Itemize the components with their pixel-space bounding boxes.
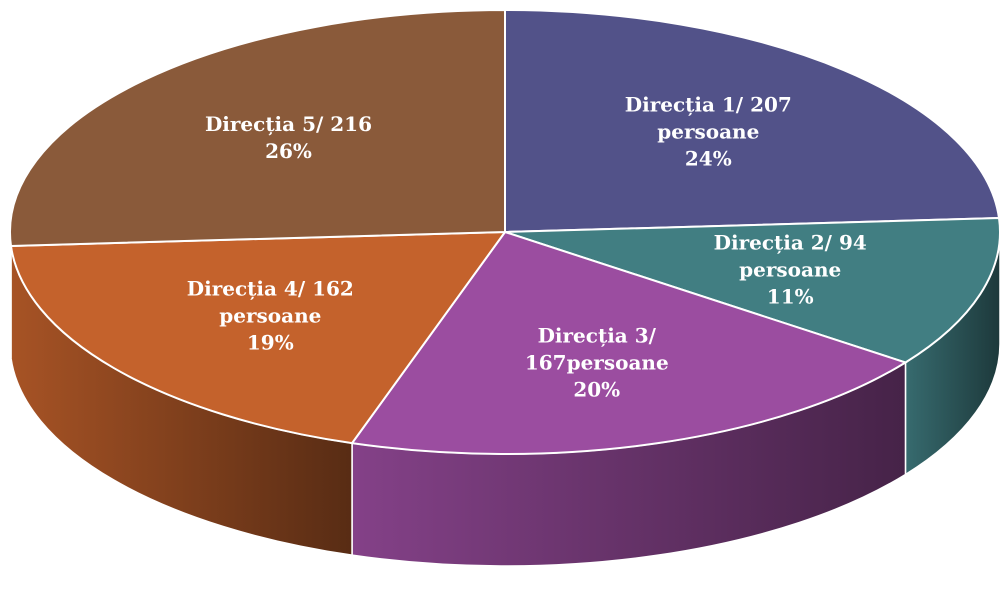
slice	[9, 230, 508, 445]
category-label: Direcția 1/ 207 persoane	[624, 92, 792, 144]
slice-label: Direcția 3/ 167persoane 20%	[509, 322, 684, 403]
slice-label: Direcția 4/ 162 persoane 19%	[165, 276, 375, 357]
slice-label: Direcția 2/ 94 persoane 11%	[700, 230, 880, 311]
category-label: Direcția 5/ 216	[204, 111, 373, 136]
value-label: 11%	[766, 284, 814, 309]
slice-label: Direcția 1/ 207 persoane 24%	[608, 91, 808, 172]
slice	[504, 8, 1001, 234]
category-label: Direcția 3/ 167persoane	[524, 323, 669, 375]
slice-label: Direcția 5/ 216 26%	[178, 111, 398, 165]
slice	[504, 217, 1001, 364]
slice	[350, 230, 908, 455]
slice	[9, 8, 506, 247]
category-label: Direcția 2/ 94 persoane	[713, 230, 867, 282]
value-label: 26%	[265, 138, 312, 163]
value-label: 24%	[684, 146, 732, 171]
value-label: 20%	[573, 377, 621, 402]
category-label: Direcția 4/ 162 persoane	[186, 276, 354, 328]
value-label: 19%	[246, 330, 294, 355]
